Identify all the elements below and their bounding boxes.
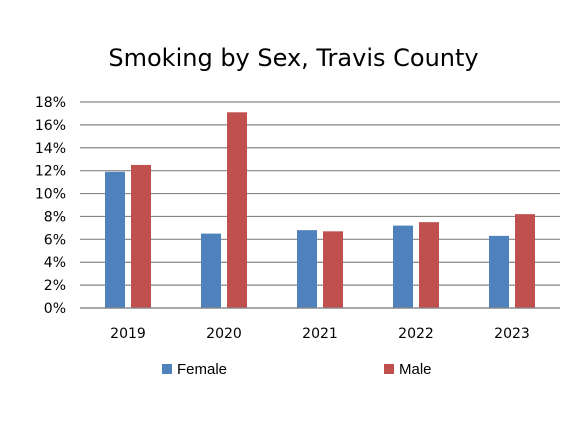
y-tick-label: 12% [35, 164, 66, 180]
chart-title: Smoking by Sex, Travis County [108, 44, 479, 72]
legend-swatch-female [162, 364, 172, 374]
bar-female-2020 [201, 233, 221, 308]
y-tick-label: 8% [44, 209, 66, 225]
y-tick-label: 10% [35, 187, 66, 203]
legend-label-female: Female [177, 361, 227, 378]
bar-male-2023 [515, 214, 535, 308]
legend-swatch-male [384, 364, 394, 374]
y-tick-label: 2% [44, 278, 66, 294]
x-tick-label: 2023 [494, 326, 530, 342]
legend-label-male: Male [399, 361, 432, 378]
bar-male-2020 [227, 112, 247, 308]
bar-female-2023 [489, 235, 509, 308]
bar-female-2019 [105, 171, 125, 308]
bar-male-2019 [131, 164, 151, 308]
bar-male-2022 [419, 222, 439, 308]
y-tick-label: 16% [35, 118, 66, 134]
x-tick-label: 2022 [398, 326, 434, 342]
bar-male-2021 [323, 231, 343, 308]
x-tick-label: 2020 [206, 326, 242, 342]
y-tick-label: 4% [44, 255, 66, 271]
y-tick-label: 18% [35, 95, 66, 111]
x-tick-label: 2021 [302, 326, 338, 342]
y-tick-label: 0% [44, 301, 66, 317]
bar-female-2022 [393, 225, 413, 308]
y-tick-label: 6% [44, 232, 66, 248]
x-tick-label: 2019 [110, 326, 146, 342]
y-tick-label: 14% [35, 141, 66, 157]
bar-female-2021 [297, 230, 317, 308]
